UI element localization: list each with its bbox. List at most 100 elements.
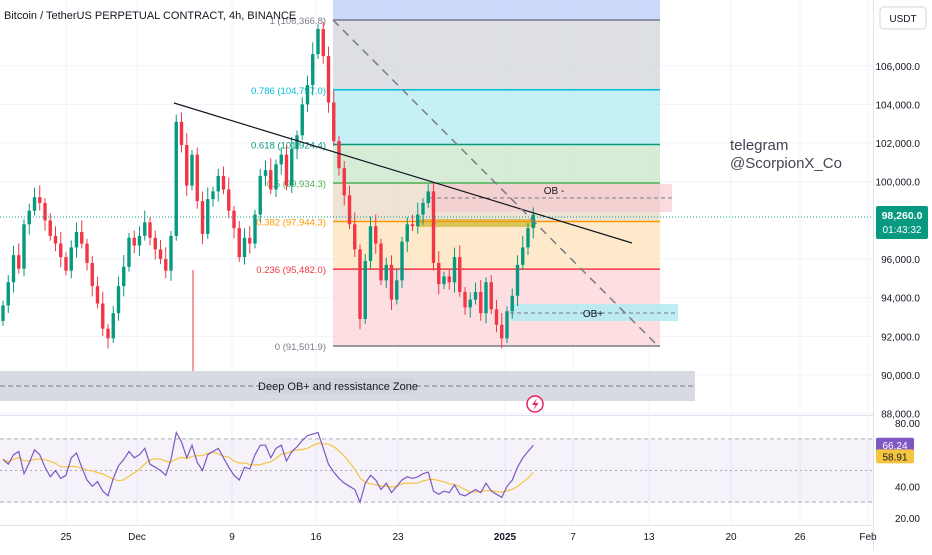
candle-body (53, 235, 58, 244)
candle-body (326, 56, 331, 103)
fib-label-1: 1 (108,366.8) (269, 16, 326, 27)
candle-body (295, 135, 299, 149)
candle-body (85, 243, 89, 263)
candle-body (389, 264, 394, 300)
candle-body (174, 121, 178, 236)
ob-plus-label: OB+ (583, 309, 603, 320)
candle-body (400, 241, 404, 281)
candle-body (101, 303, 105, 329)
time-tick-label: 20 (725, 532, 737, 543)
candle-body (442, 276, 446, 285)
candle-body (48, 220, 52, 236)
candle-body (190, 154, 194, 186)
watermark-line1: telegram (730, 137, 788, 154)
candle-body (305, 85, 310, 105)
candle-body (510, 295, 514, 312)
price-axis-pane[interactable] (874, 0, 932, 550)
candle-body (253, 214, 257, 244)
candle-body (368, 226, 373, 261)
candle-body (321, 29, 325, 57)
candle-body (284, 154, 289, 186)
candle-body (158, 249, 163, 260)
candle-body (195, 154, 199, 202)
candle-body (179, 121, 184, 146)
candle-body (122, 266, 126, 287)
candle-body (332, 102, 336, 142)
candle-body (6, 282, 10, 306)
candle-body (43, 202, 47, 221)
chart-title: Bitcoin / TetherUS PERPETUAL CONTRACT, 4… (4, 10, 296, 22)
candle-body (242, 237, 247, 258)
rsi-ma-line (2, 442, 534, 493)
candle-body (164, 259, 168, 271)
candle-body (59, 243, 63, 258)
candle-body (90, 262, 94, 287)
price-tick-label: 102,000.0 (876, 139, 921, 150)
candle-body (211, 191, 215, 200)
candle-body (416, 214, 420, 227)
candle-body (468, 299, 472, 308)
candle-body (484, 282, 488, 314)
rsi-ma-badge (876, 449, 914, 464)
rsi-tick-label: 20.00 (895, 514, 920, 525)
candle-body (69, 247, 73, 271)
candle-body (463, 291, 467, 308)
candle-body (143, 222, 147, 236)
candle-body (316, 29, 320, 55)
candle-body (153, 237, 157, 250)
candle-body (342, 168, 346, 196)
last-price-countdown: 01:43:32 (883, 225, 922, 236)
time-tick-label: 9 (229, 532, 235, 543)
deep-zone-label: Deep OB+ and ressistance Zone (258, 381, 418, 393)
candle-body (300, 104, 304, 136)
price-tick-label: 106,000.0 (876, 62, 921, 73)
descending-trendline[interactable] (173, 102, 633, 244)
time-tick-label: 23 (392, 532, 404, 543)
time-tick-label: 26 (794, 532, 806, 543)
last-price-value: 98,260.0 (882, 210, 923, 222)
candle-body (148, 222, 152, 238)
price-tick-label: 88,000.0 (881, 410, 920, 421)
candle-body (358, 249, 362, 319)
price-tick-label: 96,000.0 (881, 255, 920, 266)
candle-body (216, 175, 220, 192)
lightning-icon[interactable] (526, 395, 544, 413)
candle-body (479, 291, 483, 314)
time-tick-label: 7 (570, 532, 576, 543)
candle-body (363, 260, 367, 319)
candle-body (384, 264, 388, 281)
currency-button[interactable] (879, 6, 927, 30)
time-axis-ticks: 25 Dec 9 16 23 2025 7 13 20 26 Feb (60, 532, 877, 543)
fib-zone-0.786 (333, 89, 660, 145)
time-tick-label: Dec (128, 532, 146, 543)
rsi-value-badge (876, 437, 914, 452)
candle-body (132, 237, 136, 246)
fib-zone-0.382 (333, 221, 660, 270)
candle-body (185, 145, 189, 186)
candle-body (395, 280, 399, 300)
price-tick-label: 100,000.0 (876, 178, 921, 189)
dashed-diagonal-line[interactable] (332, 19, 658, 346)
candle-body (27, 210, 31, 225)
candle-body (473, 291, 478, 300)
candle-body (452, 257, 457, 283)
candle-body (263, 170, 268, 176)
candle-body (22, 224, 26, 269)
fib-zone-1 (333, 20, 660, 90)
candle-body (279, 154, 283, 165)
candle-body (379, 243, 383, 281)
candle-body (232, 210, 236, 229)
watermark-line2: @ScorpionX_Co (730, 155, 842, 172)
candle-body (127, 237, 131, 267)
candle-body (421, 202, 425, 215)
candle-body (258, 175, 262, 215)
ob-minus-label: OB - (544, 186, 565, 197)
candle-body (500, 324, 504, 339)
retest-zone (418, 219, 536, 227)
price-tick-label: 104,000.0 (876, 100, 921, 111)
candle-body (137, 235, 142, 246)
candle-body (405, 224, 409, 242)
